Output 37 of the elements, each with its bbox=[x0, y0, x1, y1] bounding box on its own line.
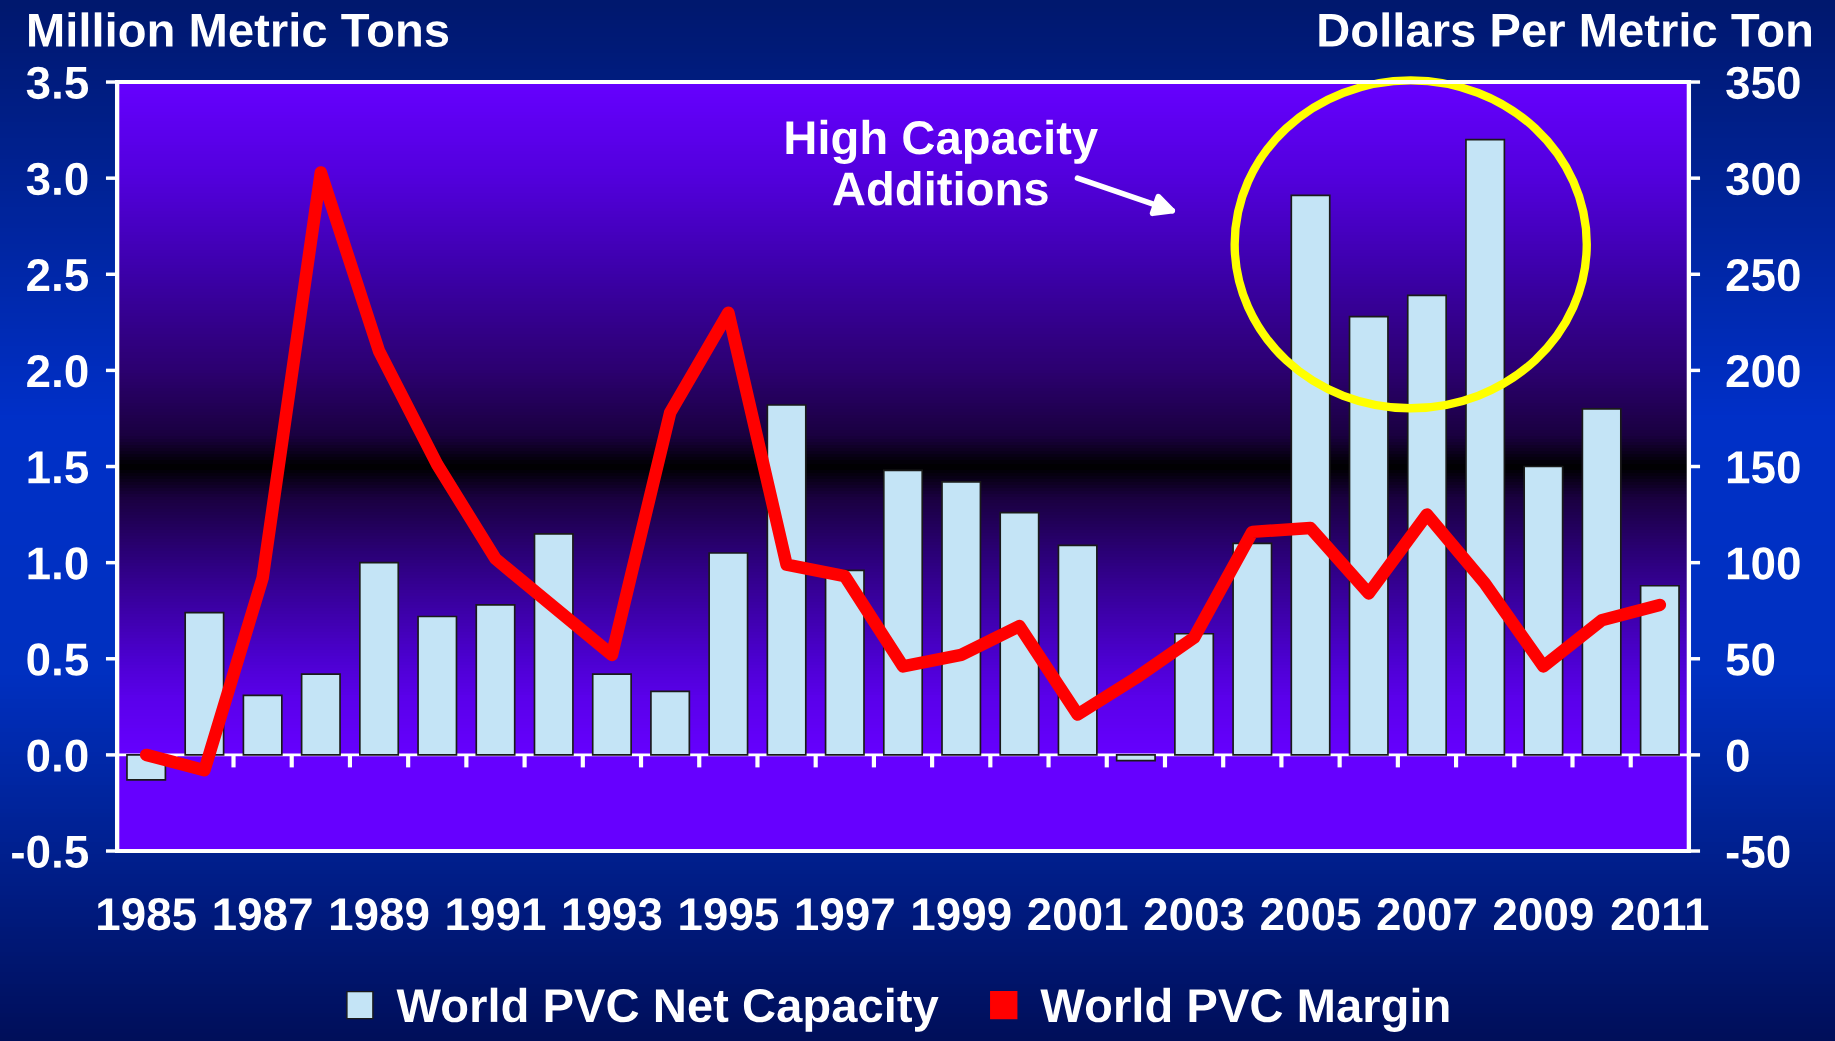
y2-axis-title: Dollars Per Metric Ton bbox=[1319, 12, 1811, 48]
y2-tick-label: -50 bbox=[1726, 835, 1790, 869]
y-tick-label: 1.5 bbox=[28, 451, 89, 484]
y2-tick-label: 250 bbox=[1726, 258, 1800, 292]
annotation: High Capacity Additions bbox=[786, 119, 1098, 206]
y-tick-label: 3.0 bbox=[26, 162, 88, 196]
y2-tick-label: 350 bbox=[1726, 66, 1800, 100]
x-tick-label: 2005 bbox=[1261, 898, 1361, 931]
x-tick-label: 1987 bbox=[214, 898, 312, 931]
y-axis-title: Million Metric Tons bbox=[29, 12, 449, 48]
x-tick-label: 2001 bbox=[1028, 898, 1128, 931]
y-tick-label: 0.5 bbox=[27, 643, 89, 676]
y-tick-label: -0.5 bbox=[12, 835, 89, 869]
x-tick-label: 2009 bbox=[1494, 898, 1593, 931]
y2-tick-label: 50 bbox=[1726, 643, 1775, 676]
x-tick-label: 1993 bbox=[563, 898, 662, 931]
x-tick-label: 1991 bbox=[447, 898, 546, 931]
y-tick-label: 1.0 bbox=[28, 547, 88, 580]
y2-tick-label: 0 bbox=[1726, 739, 1749, 772]
y-tick-label: 2.5 bbox=[27, 258, 89, 292]
x-tick-label: 2011 bbox=[1611, 898, 1709, 931]
x-tick-label: 2007 bbox=[1377, 898, 1476, 931]
y2-tick-label: 150 bbox=[1727, 451, 1800, 484]
legend-label: World PVC Margin bbox=[1040, 987, 1449, 1032]
x-tick-label: 1985 bbox=[98, 898, 196, 931]
x-tick-label: 1999 bbox=[913, 898, 1011, 931]
y2-tick-label: 200 bbox=[1726, 355, 1800, 388]
y-tick-label: 0.0 bbox=[27, 739, 88, 772]
y-tick-label: 3.5 bbox=[26, 66, 89, 100]
y-tick-label: 2.0 bbox=[27, 355, 88, 388]
x-tick-label: 1997 bbox=[796, 898, 894, 931]
y2-tick-label: 300 bbox=[1726, 162, 1800, 196]
x-tick-label: 2003 bbox=[1144, 898, 1244, 931]
x-tick-label: 1995 bbox=[680, 898, 779, 931]
legend-label: World PVC Net Capacity bbox=[396, 987, 939, 1032]
x-tick-label: 1989 bbox=[330, 898, 429, 931]
y2-tick-label: 100 bbox=[1727, 547, 1800, 580]
